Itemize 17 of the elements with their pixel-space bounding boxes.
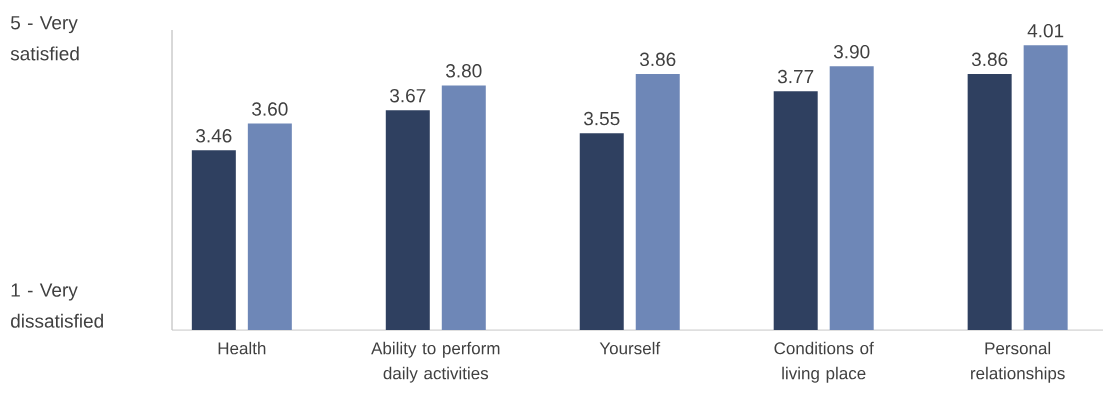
x-tick-label: Ability to perform daily activities — [371, 341, 500, 383]
data-label: 3.77 — [777, 69, 814, 84]
data-label: 3.60 — [252, 102, 288, 116]
data-label: 3.80 — [446, 64, 482, 78]
data-label: 3.86 — [639, 52, 676, 67]
text: 1 - Very dissatisfied — [11, 283, 103, 328]
data-label: 3.67 — [390, 88, 426, 103]
data-label: 3.90 — [833, 44, 870, 59]
data-label: 3.55 — [583, 111, 620, 126]
x-tick-label: Personal relationships — [971, 341, 1065, 383]
x-tick-label: Health — [218, 341, 266, 355]
x-tick-label: Yourself — [599, 341, 661, 355]
data-label: 3.46 — [196, 129, 232, 143]
x-tick-label: Conditions of living place — [774, 341, 874, 383]
data-label: 3.86 — [971, 52, 1008, 67]
data-label: 4.01 — [1027, 23, 1064, 38]
text: 5 - Very satisfied — [10, 16, 79, 61]
